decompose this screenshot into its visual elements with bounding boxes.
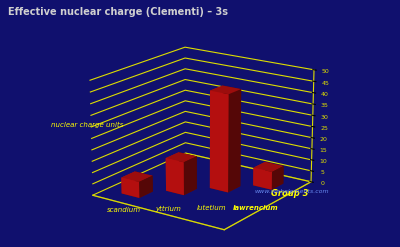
Text: Effective nuclear charge (Clementi) – 3s: Effective nuclear charge (Clementi) – 3s bbox=[8, 7, 228, 17]
